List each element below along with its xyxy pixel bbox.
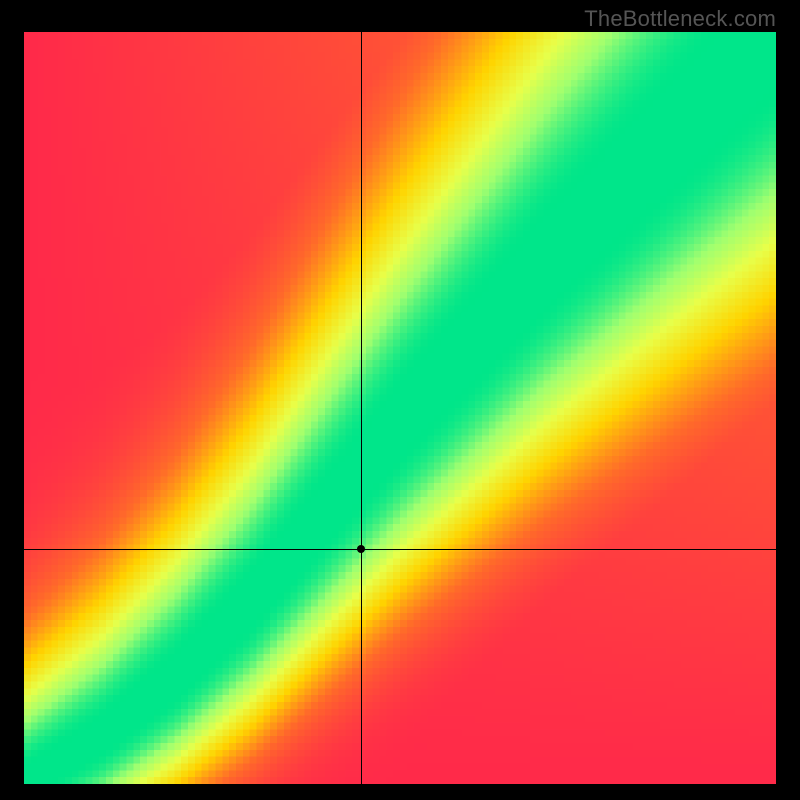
heatmap-plot <box>24 32 776 784</box>
chart-container: TheBottleneck.com <box>0 0 800 800</box>
crosshair-vertical <box>361 32 362 784</box>
watermark-text: TheBottleneck.com <box>584 6 776 32</box>
crosshair-horizontal <box>24 549 776 550</box>
heatmap-canvas <box>24 32 776 784</box>
marker-dot <box>357 545 365 553</box>
